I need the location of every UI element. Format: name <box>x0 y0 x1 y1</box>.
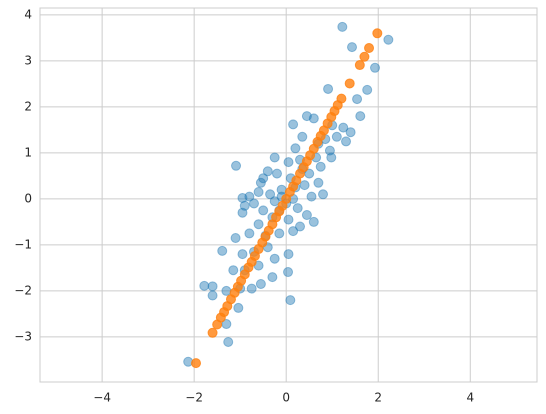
point <box>231 160 242 171</box>
point <box>318 189 329 200</box>
point <box>292 203 303 214</box>
point <box>285 295 296 306</box>
x-tick-label: −4 <box>93 391 111 405</box>
x-tick-label: 2 <box>374 391 382 405</box>
point <box>217 245 228 256</box>
point <box>323 83 334 94</box>
point <box>237 192 248 203</box>
point <box>290 143 301 154</box>
point <box>239 200 250 211</box>
y-tick-label: 3 <box>24 53 32 67</box>
x-tick-label: −2 <box>185 391 203 405</box>
point <box>228 265 239 276</box>
point <box>244 191 255 202</box>
point <box>258 205 269 216</box>
point <box>355 111 366 122</box>
point <box>337 21 348 32</box>
point <box>248 198 259 209</box>
y-tick-label: 4 <box>24 7 32 21</box>
point <box>301 111 312 122</box>
point <box>258 173 269 184</box>
point <box>246 283 257 294</box>
point <box>283 267 294 278</box>
point <box>255 279 266 290</box>
point <box>338 122 349 133</box>
y-tick-label: 0 <box>24 191 32 205</box>
point <box>207 281 218 292</box>
point <box>221 285 232 296</box>
y-tick-label: −2 <box>14 283 32 297</box>
point <box>370 62 381 73</box>
point <box>207 327 218 338</box>
x-tick-label: 4 <box>466 391 474 405</box>
point <box>271 168 282 179</box>
point <box>344 78 355 89</box>
point <box>315 161 326 172</box>
point <box>237 249 248 260</box>
point <box>359 51 370 62</box>
point <box>308 113 319 124</box>
point <box>283 214 294 225</box>
point <box>269 152 280 163</box>
point <box>299 180 310 191</box>
point <box>274 228 285 239</box>
x-tick-label: 0 <box>282 391 290 405</box>
point <box>255 177 266 188</box>
y-tick-label: −1 <box>14 237 32 251</box>
point <box>297 131 308 142</box>
point <box>233 302 244 313</box>
point <box>308 216 319 227</box>
point <box>372 28 383 39</box>
point <box>295 221 306 232</box>
point <box>262 166 273 177</box>
point <box>191 358 202 369</box>
point <box>336 93 347 104</box>
point <box>288 226 299 237</box>
point <box>199 280 210 291</box>
point <box>324 145 335 156</box>
point <box>352 94 363 105</box>
point <box>383 34 394 45</box>
point <box>253 187 264 198</box>
point <box>253 219 264 230</box>
y-tick-label: 2 <box>24 99 32 113</box>
point <box>345 127 356 138</box>
point <box>306 191 317 202</box>
point <box>354 60 365 71</box>
point <box>267 272 278 283</box>
point <box>207 290 218 301</box>
point <box>283 157 294 168</box>
point <box>244 228 255 239</box>
point <box>326 152 337 163</box>
point <box>269 253 280 264</box>
point <box>362 84 373 95</box>
point <box>347 42 358 53</box>
point <box>341 136 352 147</box>
point <box>230 233 241 244</box>
point <box>288 119 299 130</box>
point <box>237 207 248 218</box>
point <box>283 249 294 260</box>
y-tick-label: −3 <box>14 329 32 343</box>
point <box>331 131 342 142</box>
point <box>223 336 234 347</box>
y-tick-label: 1 <box>24 145 32 159</box>
point <box>313 177 324 188</box>
point <box>364 43 375 54</box>
point <box>301 210 312 221</box>
plot-frame <box>39 7 538 383</box>
point <box>265 189 276 200</box>
point <box>269 196 280 207</box>
